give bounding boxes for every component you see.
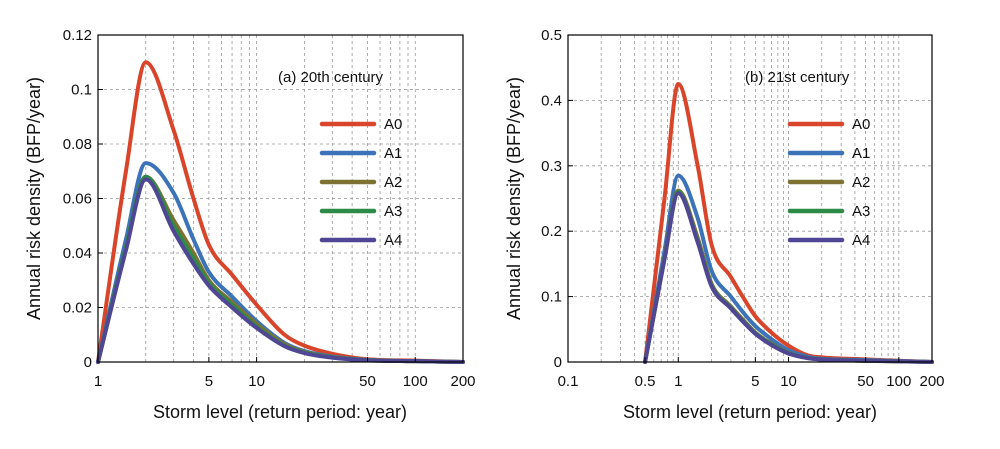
y-tick-label: 0.3 (541, 158, 562, 175)
series-lines (96, 60, 465, 364)
panel-annotation: (a) 20th century (278, 69, 384, 86)
x-tick-label: 10 (248, 373, 265, 390)
x-tick-label: 5 (205, 373, 213, 390)
series-line-a4 (96, 177, 465, 364)
x-tick-label: 5 (751, 373, 759, 390)
legend-label-a0: A0 (852, 116, 870, 133)
x-tick-label: 10 (780, 373, 797, 390)
legend-label-a1: A1 (384, 145, 402, 162)
legend-label-a2: A2 (852, 174, 870, 191)
legend-label-a1: A1 (852, 145, 870, 162)
y-tick-label: 0 (84, 354, 92, 371)
series-line-a4 (643, 191, 934, 364)
y-tick-label: 0 (554, 354, 562, 371)
chart-panel-b: 0.1 0.5 1 5 10 50 100 200 0 0.1 0.2 0.3 0.4 0.5 Storm … (504, 27, 945, 422)
y-tick-label: 0.1 (71, 82, 92, 99)
legend-label-a2: A2 (384, 174, 402, 191)
x-tick-label: 200 (919, 373, 944, 390)
legend-label-a4: A4 (852, 232, 870, 249)
x-tick-label: 0.5 (635, 373, 656, 390)
y-tick-label: 0.06 (63, 191, 92, 208)
y-axis-label: Annual risk density (BFP/year) (504, 77, 524, 320)
legend-label-a3: A3 (384, 203, 402, 220)
x-tick-label: 200 (450, 373, 475, 390)
panel-annotation: (b) 21st century (745, 69, 850, 86)
y-axis-label: Annual risk density (BFP/year) (24, 77, 44, 320)
x-tick-label: 50 (857, 373, 874, 390)
legend-label-a3: A3 (852, 203, 870, 220)
x-tick-label: 1 (94, 373, 102, 390)
x-tick-label: 0.1 (558, 373, 579, 390)
y-tick-label: 0.04 (63, 245, 92, 262)
legend: A0 A1 A2 A3 A4 (787, 116, 870, 249)
y-tick-label: 0.12 (63, 27, 92, 44)
y-tick-label: 0.4 (541, 92, 562, 109)
series-lines (643, 82, 934, 364)
x-tick-label: 1 (674, 373, 682, 390)
grid-lines (568, 35, 932, 362)
x-tick-label: 100 (403, 373, 428, 390)
y-tick-label: 0.5 (541, 27, 562, 44)
y-tick-label: 0.1 (541, 289, 562, 306)
legend-label-a4: A4 (384, 232, 402, 249)
plot-frame (567, 34, 933, 363)
x-tick-label: 50 (359, 373, 376, 390)
chart-panel-a: 1 5 10 50 100 200 0 0.02 0.04 0.06 0.08 0.1 0.12 Stor… (24, 27, 476, 422)
legend: A0 A1 A2 A3 A4 (319, 116, 402, 249)
grid-lines (98, 35, 463, 362)
x-tick-label: 100 (886, 373, 911, 390)
legend-label-a0: A0 (384, 116, 402, 133)
y-tick-label: 0.2 (541, 223, 562, 240)
y-tick-label: 0.08 (63, 136, 92, 153)
x-axis-label: Storm level (return period: year) (153, 402, 407, 422)
y-tick-label: 0.02 (63, 300, 92, 317)
x-axis-label: Storm level (return period: year) (623, 402, 877, 422)
